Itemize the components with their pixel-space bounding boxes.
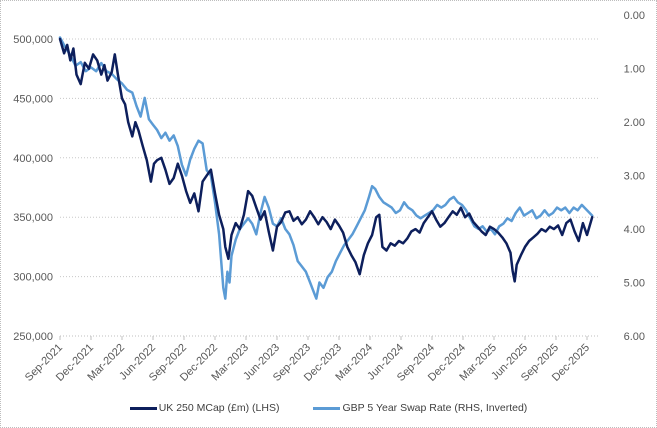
legend-swatch-uk250 <box>129 406 157 410</box>
series-line-gbp-5y-swap <box>58 36 594 300</box>
y-left-tick-label: 450,000 <box>13 93 53 105</box>
legend-label-gbp-swap: GBP 5 Year Swap Rate (RHS, Inverted) <box>342 402 528 414</box>
y-axis-right: 0.00 1.00 2.00 3.00 4.00 5.00 6.00 <box>624 10 645 343</box>
legend-label-uk250: UK 250 MCap (£m) (LHS) <box>158 402 280 414</box>
y-right-tick-label: 6.00 <box>624 331 645 343</box>
x-axis: Sep-2021Dec-2021Mar-2022Jun-2022Sep-2022… <box>23 336 592 384</box>
series-lines <box>58 36 594 300</box>
legend-item-gbp-swap: GBP 5 Year Swap Rate (RHS, Inverted) <box>313 402 527 414</box>
y-right-tick-label: 1.00 <box>624 64 645 76</box>
series-line-uk250-mcap <box>58 37 594 283</box>
legend-swatch-gbp-swap <box>313 406 341 410</box>
y-left-tick-label: 300,000 <box>13 272 53 284</box>
y-left-tick-label: 400,000 <box>13 153 53 165</box>
y-left-tick-label: 500,000 <box>13 34 53 46</box>
gridlines <box>60 38 598 337</box>
y-left-tick-label: 250,000 <box>13 331 53 343</box>
y-right-tick-label: 2.00 <box>624 117 645 129</box>
y-right-tick-label: 0.00 <box>624 10 645 22</box>
y-left-tick-label: 350,000 <box>13 212 53 224</box>
y-right-tick-label: 5.00 <box>624 278 645 290</box>
legend-item-uk250: UK 250 MCap (£m) (LHS) <box>129 402 280 414</box>
legend: UK 250 MCap (£m) (LHS) GBP 5 Year Swap R… <box>0 402 657 414</box>
y-right-tick-label: 3.00 <box>624 171 645 183</box>
y-axis-left: 500,000 450,000 400,000 350,000 300,000 250,0… <box>13 34 53 343</box>
y-right-tick-label: 4.00 <box>624 224 645 236</box>
